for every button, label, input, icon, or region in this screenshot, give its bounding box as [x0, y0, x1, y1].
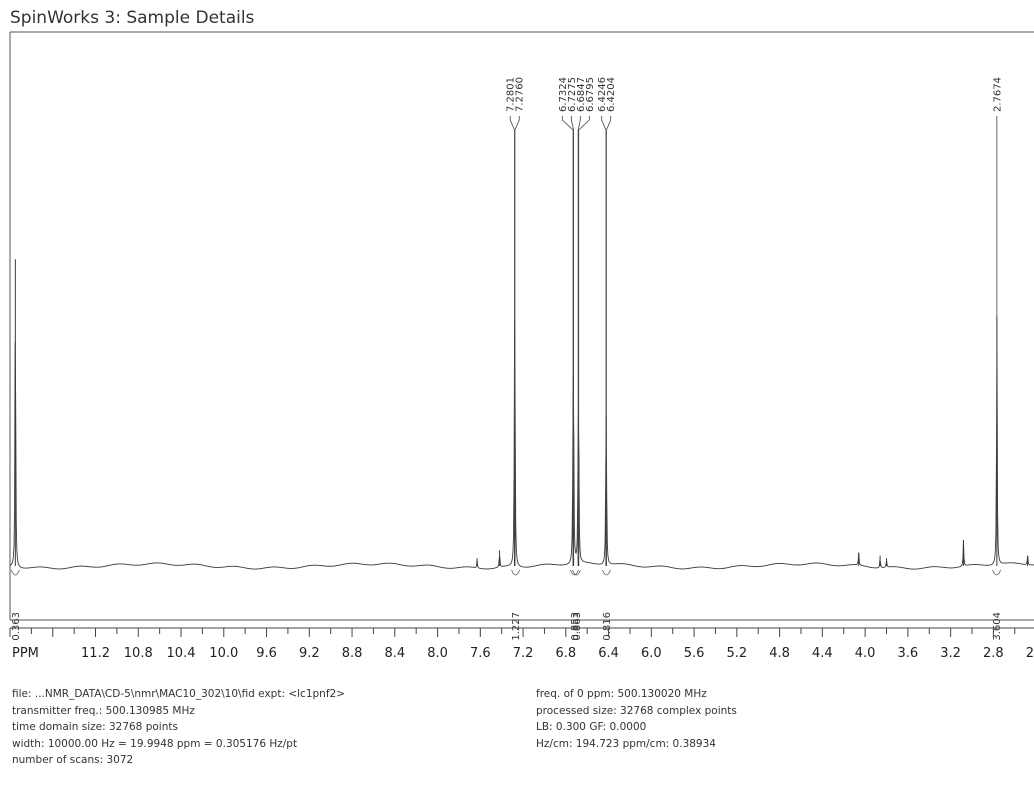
- acquisition-info-line: transmitter freq.: 500.130985 MHz: [12, 704, 195, 717]
- x-tick-label: 7.6: [470, 646, 491, 661]
- x-tick-label: 6.4: [598, 646, 619, 661]
- window-title: SpinWorks 3: Sample Details: [10, 8, 255, 28]
- x-tick-label: 5.2: [727, 646, 748, 661]
- peak-leader: [577, 116, 581, 131]
- integral-mark: [511, 569, 520, 576]
- x-tick-label: 7.2: [513, 646, 534, 661]
- x-tick-label: 2.4: [1026, 646, 1034, 661]
- integral-mark: [602, 569, 611, 576]
- x-tick-label: 10.8: [124, 646, 153, 661]
- integral-mark: [992, 569, 1001, 576]
- acquisition-info-line: number of scans: 3072: [12, 754, 134, 767]
- peak-leader: [561, 116, 574, 131]
- acquisition-info-line: time domain size: 32768 points: [12, 721, 178, 734]
- peak-leader: [570, 116, 574, 131]
- integral-label: 0.363: [11, 612, 22, 641]
- peak-leader: [509, 116, 515, 131]
- peak-label: 6.6847: [576, 77, 587, 112]
- processing-info-line: freq. of 0 ppm: 500.130020 MHz: [536, 688, 707, 700]
- x-tick-label: 10.0: [209, 646, 238, 661]
- x-tick-label: 8.8: [342, 646, 363, 661]
- peak-label: 6.7275: [567, 77, 578, 112]
- processing-info-line: LB: 0.300 GF: 0.0000: [536, 721, 647, 734]
- x-tick-label: 9.2: [299, 646, 320, 661]
- integral-label: 0.853: [570, 612, 581, 641]
- x-tick-label: 3.2: [940, 646, 961, 661]
- peak-label: 6.6795: [585, 77, 596, 112]
- peak-label: 2.7674: [992, 77, 1003, 112]
- spectrum-trace: [9, 320, 1034, 570]
- acquisition-info: file: ...NMR_DATA\CD-5\nmr\MAC10_302\10\…: [12, 686, 345, 769]
- integral-label: 0.816: [602, 612, 613, 641]
- peak-leader: [601, 116, 607, 131]
- x-tick-label: 6.0: [641, 646, 662, 661]
- peak-leader: [578, 116, 590, 131]
- peak-label: 7.2801: [506, 77, 517, 112]
- x-tick-label: 2.8: [983, 646, 1004, 661]
- x-tick-label: 4.8: [769, 646, 790, 661]
- peak-leader: [514, 116, 520, 131]
- peak-label-group: 2.7674: [992, 77, 1003, 558]
- x-axis-title: PPM: [12, 646, 39, 661]
- peak-label: 6.7324: [558, 77, 569, 112]
- integral-mark: [10, 569, 20, 576]
- peak-label: 6.4246: [597, 77, 608, 112]
- integral-mark: [572, 569, 581, 576]
- x-tick-label: 9.6: [256, 646, 277, 661]
- processing-info-line: processed size: 32768 complex points: [536, 704, 737, 717]
- x-tick-label: 11.2: [81, 646, 110, 661]
- integral-mark: [570, 569, 579, 576]
- peak-label: 6.4204: [606, 77, 617, 112]
- acquisition-info-line: file: ...NMR_DATA\CD-5\nmr\MAC10_302\10\…: [12, 688, 345, 700]
- processing-info: freq. of 0 ppm: 500.130020 MHz processed …: [536, 686, 737, 752]
- peak-leader: [606, 116, 612, 131]
- acquisition-info-line: width: 10000.00 Hz = 19.9948 ppm = 0.305…: [12, 737, 298, 750]
- integral-label: 1.227: [511, 612, 522, 641]
- x-tick-label: 5.6: [684, 646, 705, 661]
- x-tick-label: 6.8: [555, 646, 576, 661]
- x-tick-label: 8.4: [384, 646, 405, 661]
- integral-label: 3.604: [992, 612, 1003, 641]
- peak-label: 7.2760: [515, 77, 526, 112]
- integral-label: 0.863: [572, 612, 583, 641]
- x-tick-label: 4.0: [855, 646, 876, 661]
- processing-info-line: Hz/cm: 194.723 ppm/cm: 0.38934: [536, 737, 716, 750]
- x-tick-label: 10.4: [167, 646, 196, 661]
- x-tick-label: 4.4: [812, 646, 833, 661]
- x-tick-label: 8.0: [427, 646, 448, 661]
- x-tick-label: 3.6: [898, 646, 919, 661]
